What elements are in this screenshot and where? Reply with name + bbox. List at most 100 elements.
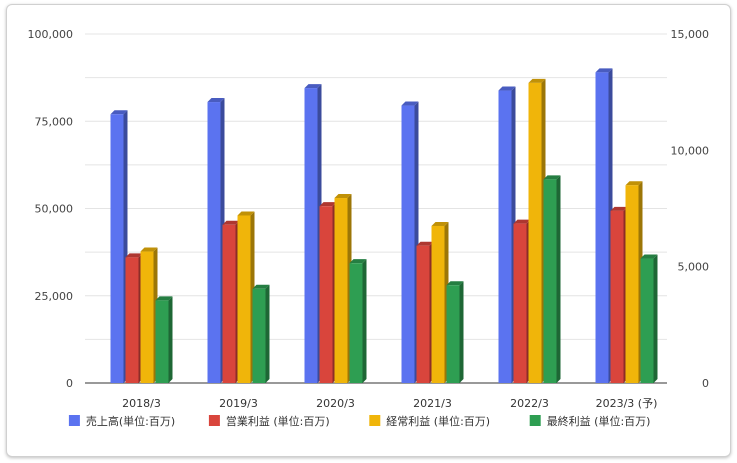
- bar: [125, 253, 143, 383]
- bar: [252, 284, 270, 383]
- bar-front: [222, 224, 236, 383]
- bars: [110, 68, 658, 384]
- x-tick-label: 2023/3 (予): [596, 397, 658, 410]
- bar-front: [334, 198, 348, 383]
- bar: [155, 296, 173, 383]
- bar: [625, 181, 643, 383]
- bar-top: [252, 284, 270, 289]
- bar: [401, 101, 419, 384]
- bar: [304, 84, 322, 383]
- bar-side: [168, 296, 173, 383]
- legend-item: 営業利益 (単位:百万): [208, 414, 330, 428]
- bar: [334, 194, 352, 383]
- legend-swatch: [68, 415, 80, 426]
- bar: [446, 281, 464, 383]
- bar: [110, 110, 128, 384]
- bar: [543, 175, 561, 383]
- bar-front: [528, 82, 542, 384]
- legend-swatch: [529, 415, 541, 426]
- bar: [431, 221, 449, 383]
- x-tick-label: 2022/3: [510, 397, 549, 410]
- bar: [610, 206, 628, 383]
- bar-front: [498, 90, 512, 384]
- bar-side: [459, 281, 464, 383]
- bar-front: [140, 251, 154, 383]
- bar-top: [595, 68, 613, 73]
- legend-item: 経常利益 (単位:百万): [369, 414, 490, 428]
- bar-front: [625, 185, 639, 383]
- bar: [640, 254, 658, 383]
- bar-top: [431, 221, 449, 226]
- bar-top: [319, 202, 337, 207]
- bar-top: [446, 281, 464, 286]
- bar: [513, 219, 531, 383]
- bar-front: [125, 257, 139, 383]
- bar-top: [334, 194, 352, 199]
- bar-side: [556, 175, 561, 383]
- bar-front: [543, 179, 557, 383]
- left-tick-label: 100,000: [28, 28, 74, 41]
- left-tick-label: 25,000: [35, 290, 74, 303]
- bar-top: [543, 175, 561, 180]
- bar: [595, 68, 613, 383]
- legend-swatch: [208, 415, 220, 426]
- left-y-axis: 0 25,000 50,000 75,000 100,000: [28, 28, 74, 390]
- right-tick-label: 5,000: [678, 261, 710, 274]
- legend-label: 最終利益 (単位:百万): [547, 414, 651, 428]
- legend-item: 最終利益 (単位:百万): [529, 414, 651, 428]
- x-axis: 2018/3 2019/3 2020/3 2021/3 2022/3 2023/3 (予): [122, 397, 657, 410]
- bar: [349, 259, 367, 383]
- bar-top: [140, 247, 158, 252]
- x-tick-label: 2019/3: [219, 397, 258, 410]
- x-tick-label: 2021/3: [413, 397, 452, 410]
- bar-top: [625, 181, 643, 186]
- bar-top: [416, 241, 434, 246]
- bar-front: [610, 210, 624, 383]
- bar-top: [110, 110, 128, 115]
- bar-front: [446, 285, 460, 383]
- bar: [237, 211, 255, 383]
- bar-front: [207, 102, 221, 384]
- right-tick-label: 0: [702, 377, 709, 390]
- bar: [222, 220, 240, 383]
- bar-front: [431, 225, 445, 383]
- bar-front: [640, 258, 654, 383]
- bar-top: [401, 101, 419, 106]
- left-tick-label: 0: [66, 377, 73, 390]
- bar-top: [610, 206, 628, 211]
- bar-top: [222, 220, 240, 225]
- bar: [319, 202, 337, 383]
- bar-top: [155, 296, 173, 301]
- bar-top: [528, 78, 546, 83]
- bar-side: [362, 259, 367, 383]
- legend-label: 売上高(単位:百万): [86, 414, 175, 428]
- bar-top: [125, 253, 143, 258]
- bar: [140, 247, 158, 383]
- bar-top: [513, 219, 531, 224]
- bar-front: [319, 206, 333, 383]
- bar-side: [265, 284, 270, 383]
- x-tick-label: 2018/3: [122, 397, 161, 410]
- left-tick-label: 50,000: [35, 203, 74, 216]
- bar-top: [349, 259, 367, 264]
- bar-side: [653, 254, 658, 383]
- bar: [207, 98, 225, 384]
- bar-front: [595, 72, 609, 383]
- bar-top: [640, 254, 658, 259]
- bar: [498, 86, 516, 384]
- bar-front: [304, 88, 318, 383]
- bar-front: [252, 288, 266, 383]
- bar-top: [237, 211, 255, 216]
- bar-front: [237, 215, 251, 383]
- left-tick-label: 75,000: [35, 115, 74, 128]
- bar: [528, 78, 546, 384]
- bar-top: [498, 86, 516, 91]
- legend-label: 経常利益 (単位:百万): [386, 414, 490, 428]
- bar-top: [207, 98, 225, 103]
- x-tick-label: 2020/3: [316, 397, 355, 410]
- bar-chart: 0 25,000 50,000 75,000 100,000 0 5,000 10,000 1…: [28, 28, 710, 428]
- right-y-axis: 0 5,000 10,000 15,000: [671, 28, 710, 390]
- right-tick-label: 10,000: [671, 144, 710, 157]
- legend-swatch: [369, 415, 381, 426]
- bar-front: [155, 300, 169, 383]
